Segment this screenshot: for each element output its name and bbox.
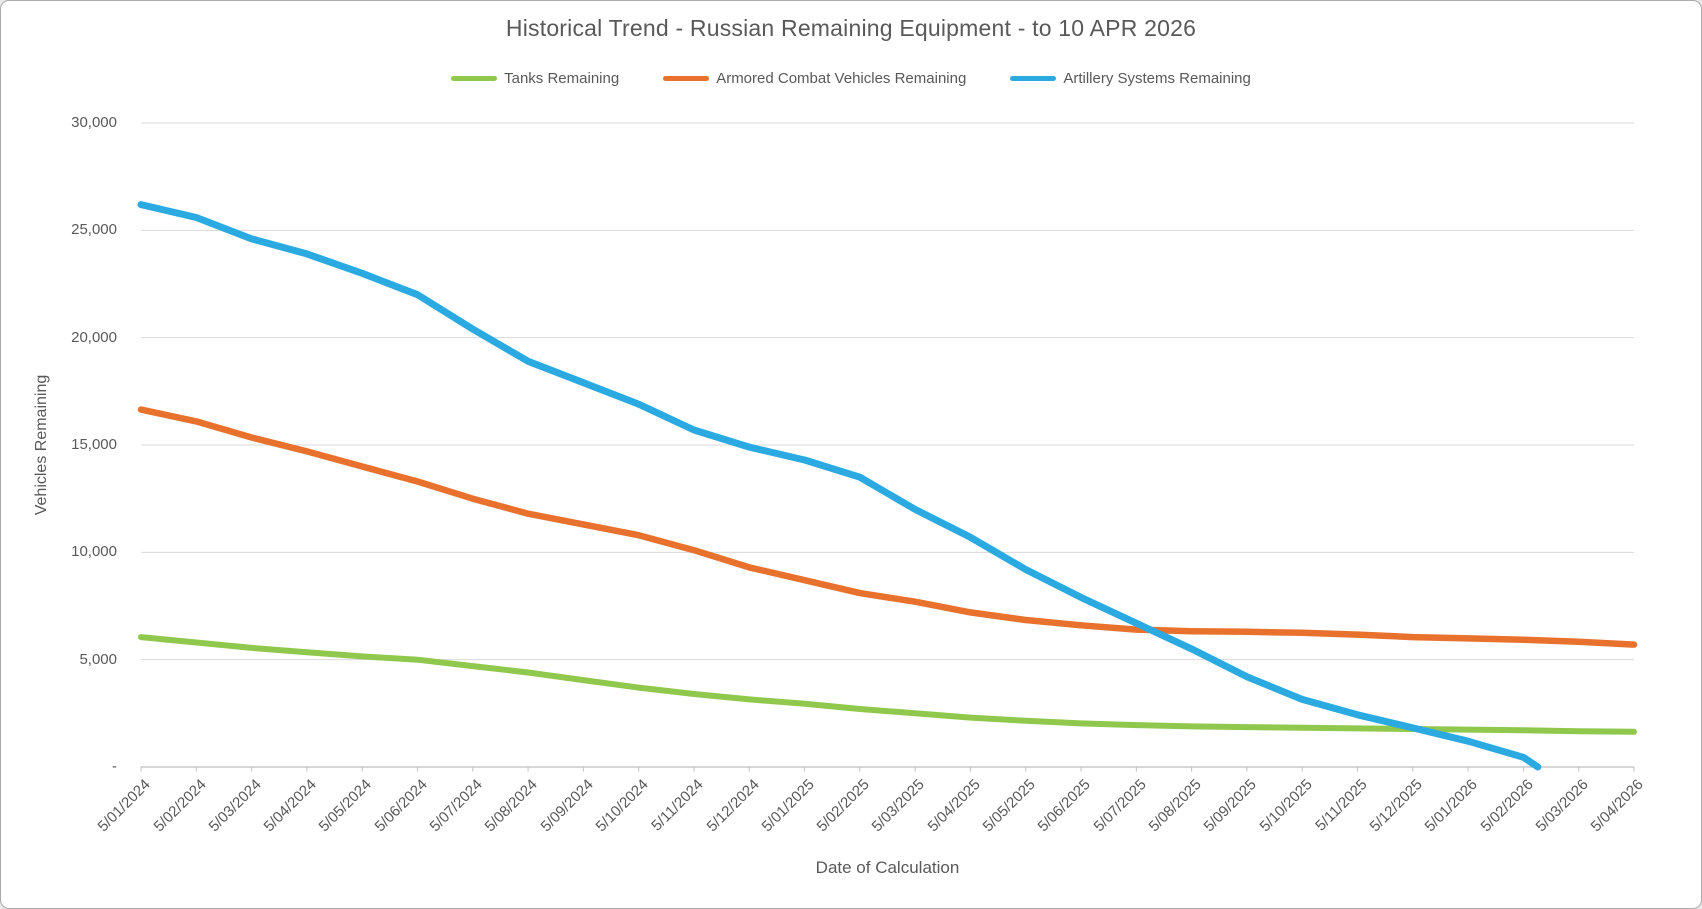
artillery-line-swatch-icon bbox=[1010, 75, 1057, 81]
y-tick-label: 30,000 bbox=[71, 114, 117, 131]
y-tick-label: 10,000 bbox=[71, 543, 117, 561]
tanks-line-swatch-icon bbox=[451, 75, 498, 81]
legend-item-acv[interactable]: Armored Combat Vehicles Remaining bbox=[663, 70, 966, 87]
y-tick-label: 20,000 bbox=[71, 328, 117, 346]
artillery-line bbox=[137, 201, 1542, 771]
legend-item-tanks[interactable]: Tanks Remaining bbox=[451, 70, 619, 87]
y-tick-label: 5,000 bbox=[79, 650, 117, 668]
acv-line bbox=[137, 406, 1638, 648]
y-tick-label: - bbox=[112, 758, 117, 775]
x-axis-title: Date of Calculation bbox=[815, 858, 960, 877]
legend: Tanks Remaining Armored Combat Vehicles … bbox=[1, 65, 1701, 91]
y-tick-label: 25,000 bbox=[71, 221, 117, 239]
chart-title: Historical Trend - Russian Remaining Equ… bbox=[505, 15, 1197, 41]
legend-label-tanks: Tanks Remaining bbox=[504, 69, 620, 87]
y-tick-label: 15,000 bbox=[71, 436, 117, 453]
legend-label-acv: Armored Combat Vehicles Remaining bbox=[716, 69, 967, 87]
legend-item-artillery[interactable]: Artillery Systems Remaining bbox=[1010, 70, 1251, 87]
tanks-line bbox=[138, 634, 1637, 735]
acv-line-swatch-icon bbox=[663, 75, 710, 81]
legend-label-artillery: Artillery Systems Remaining bbox=[1063, 69, 1251, 87]
